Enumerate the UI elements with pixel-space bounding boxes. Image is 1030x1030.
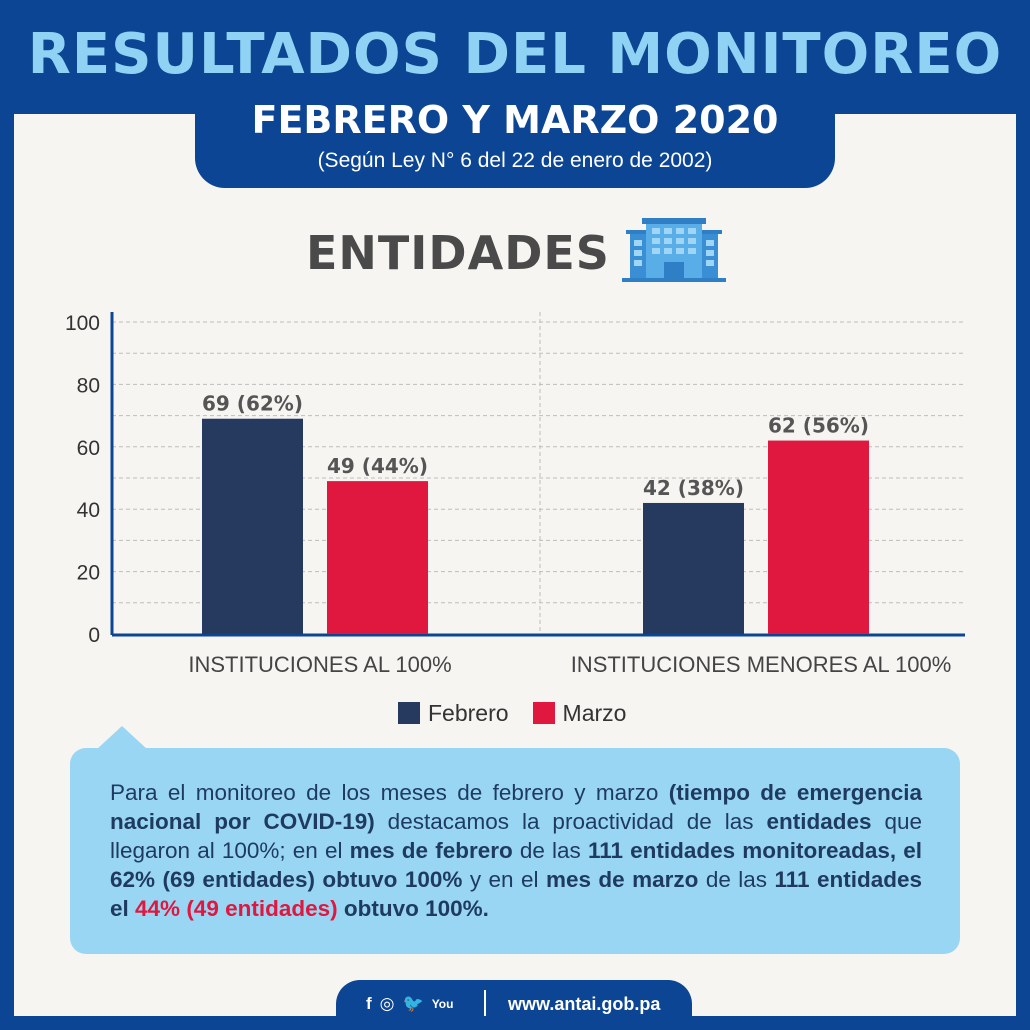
bar-chart: 0 20 40 60 80 100 69 (62%) 49 (44%) INSTITUCIONE… [65, 312, 965, 677]
law-note: (Según Ley N° 6 del 22 de enero de 2002) [317, 149, 713, 172]
summary-run: de las [512, 838, 588, 863]
y-tick-label: 20 [77, 562, 100, 585]
summary-bold: 111 entidades monitoreadas, el 62% (69 e… [110, 838, 922, 892]
callout-pointer [96, 726, 148, 750]
y-tick-label: 40 [77, 499, 100, 522]
summary-bold: obtuvo 100%. [343, 896, 489, 921]
building-icon [622, 218, 726, 282]
footer-tab: f ◎ 🐦 You www.antai.gob.pa [336, 980, 692, 1030]
subtitle: FEBRERO Y MARZO 2020 [251, 98, 779, 142]
data-label: 49 (44%) [327, 454, 428, 478]
legend-swatch-febrero [398, 702, 420, 724]
summary-text: Para el monitoreo de los meses de febrer… [110, 778, 922, 923]
social-links: f ◎ 🐦 You [366, 994, 453, 1014]
summary-run: Para el monitoreo de los meses de febrer… [110, 780, 669, 805]
summary-run: destacamos la proactividad de las [374, 809, 767, 834]
data-label: 42 (38%) [643, 476, 744, 500]
chart-legend: Febrero Marzo [398, 698, 640, 728]
summary-run: que llegaron al 100%; en el [110, 809, 922, 863]
bar-febrero [643, 502, 744, 634]
youtube-icon[interactable]: You [431, 997, 454, 1011]
x-category-label: INSTITUCIONES MENORES AL 100% [571, 652, 952, 677]
summary-bold: entidades [766, 809, 872, 834]
section-title: ENTIDADES [306, 226, 610, 280]
summary-highlight: 44% (49 entidades) [135, 896, 338, 921]
x-category-label: INSTITUCIONES AL 100% [188, 652, 451, 677]
legend-label-marzo: Marzo [562, 699, 627, 726]
summary-run: y en el [462, 867, 546, 892]
data-label: 62 (56%) [768, 414, 869, 438]
summary-bold: mes de marzo [545, 867, 699, 892]
summary-bold: mes de febrero [349, 838, 513, 863]
summary-run: de las [698, 867, 775, 892]
y-tick-label: 100 [65, 312, 100, 335]
legend-item-febrero: Febrero [398, 700, 509, 727]
summary-bold: 111 entidades el [110, 867, 923, 921]
legend-item-marzo: Marzo [532, 699, 627, 727]
legend-swatch-marzo [532, 702, 555, 724]
bar-marzo [768, 440, 869, 634]
y-tick-label: 0 [88, 624, 100, 647]
summary-bold: (tiempo de emergencia nacional por COVID… [110, 780, 922, 834]
data-label: 69 (62%) [202, 392, 303, 416]
website-link[interactable]: www.antai.gob.pa [508, 994, 661, 1014]
twitter-icon[interactable]: 🐦 [402, 994, 424, 1013]
footer-divider [484, 990, 486, 1016]
summary-callout: Para el monitoreo de los meses de febrer… [70, 748, 960, 954]
header: RESULTADOS DEL MONITOREO FEBRERO Y MARZO… [0, 0, 1030, 188]
legend-label-febrero: Febrero [428, 699, 509, 726]
y-tick-label: 80 [77, 374, 100, 397]
facebook-icon[interactable]: f [366, 994, 372, 1013]
bar-marzo [327, 481, 428, 634]
main-title: RESULTADOS DEL MONITOREO [27, 22, 1003, 87]
bar-febrero [202, 418, 303, 634]
y-tick-label: 60 [77, 437, 100, 460]
header-tab [195, 80, 835, 188]
instagram-icon[interactable]: ◎ [379, 994, 395, 1013]
